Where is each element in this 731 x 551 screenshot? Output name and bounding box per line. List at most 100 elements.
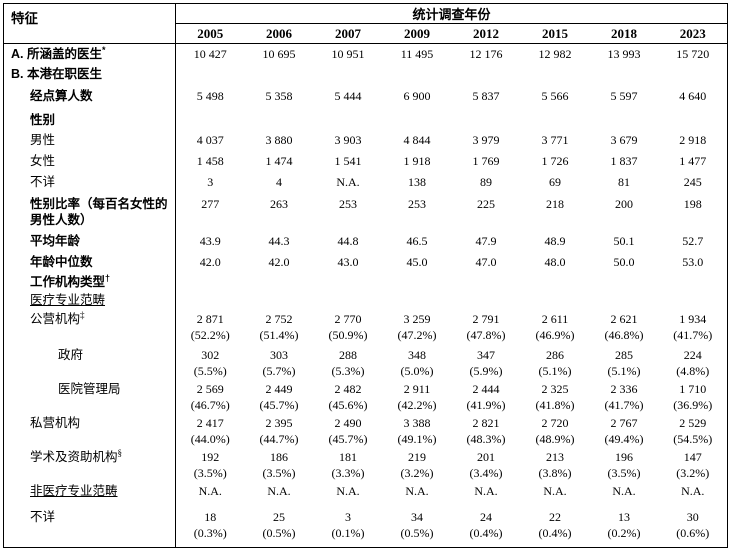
- cell-percentage: (3.8%): [538, 466, 572, 481]
- row-label-text: 私营机构: [30, 416, 81, 431]
- row-label-text: 医疗专业范畴: [30, 293, 106, 308]
- cell-percentage: (50.9%): [328, 328, 368, 343]
- cell-value: 1 726: [541, 153, 569, 168]
- data-cell: 3 388 (49.1%): [383, 413, 452, 447]
- cell-value: 2 482: [334, 382, 362, 397]
- data-cell: [314, 272, 383, 291]
- cell-value: 10 695: [262, 47, 296, 61]
- cell-value: 44.3: [268, 233, 290, 248]
- cell-value: 2 395: [265, 416, 293, 431]
- year-column-header: 2005: [175, 23, 245, 44]
- row-label-text: 医院管理局: [58, 382, 121, 397]
- table-row: 不详 18 (0.3%) 25 (0.5%) 3 (0.1%) 34 (0.5%) 24 (0.4%…: [3, 507, 728, 548]
- data-cell: 2 569 (46.7%): [176, 379, 245, 413]
- data-cell: [452, 110, 521, 130]
- cell-value: 4 640: [679, 88, 707, 103]
- cell-value: N.A.: [198, 484, 222, 499]
- data-cell: 47.0: [452, 252, 521, 272]
- cell-value: 198: [683, 196, 702, 211]
- cell-percentage: (44.0%): [190, 432, 230, 447]
- data-cell: 11 495: [383, 44, 452, 64]
- data-cell: 201 (3.4%): [452, 447, 521, 481]
- cell-value: 2 529: [679, 416, 707, 431]
- data-cell: 4 640: [659, 86, 728, 110]
- data-cell: [245, 272, 314, 291]
- row-label: 公营机构‡: [3, 309, 176, 346]
- data-cell: 10 951: [314, 44, 383, 64]
- cell-value: 1 477: [679, 153, 707, 168]
- data-cell: 13 993: [590, 44, 659, 64]
- cell-value: 50.1: [613, 233, 635, 248]
- cell-value: 2 621: [610, 312, 638, 327]
- cell-value: 2 911: [403, 382, 431, 397]
- cell-value: N.A.: [336, 484, 360, 499]
- data-cell: 43.0: [314, 252, 383, 272]
- data-cell: 5 597: [590, 86, 659, 110]
- cell-value: 22: [549, 510, 561, 525]
- survey-year-group-header: 统计调查年份: [175, 3, 728, 24]
- data-cell: 2 871 (52.2%): [176, 309, 245, 345]
- cell-percentage: (41.7%): [673, 328, 713, 343]
- data-cell: 263: [245, 194, 314, 231]
- data-cell: 285 (5.1%): [590, 345, 659, 379]
- table-row: 经点算人数 5 498 5 358 5 444 6 900 5 837 5 566 5 597…: [3, 85, 728, 110]
- header-row-group: 特征 统计调查年份: [3, 3, 728, 44]
- cell-value: 348: [408, 348, 426, 363]
- cell-percentage: (0.2%): [607, 526, 641, 541]
- data-cell: 277: [176, 194, 245, 231]
- cell-value: 302: [201, 348, 220, 363]
- cell-value: 3 259: [403, 312, 431, 327]
- data-cell: N.A.: [590, 481, 659, 507]
- data-cell: 3 771: [521, 130, 590, 151]
- data-cell: [659, 290, 728, 309]
- cell-value: 2 767: [610, 416, 638, 431]
- cell-percentage: (4.8%): [676, 364, 710, 379]
- data-cell: 2 417 (44.0%): [176, 413, 245, 447]
- cell-percentage: (47.8%): [466, 328, 506, 343]
- data-cell: 1 837: [590, 151, 659, 172]
- cell-percentage: (45.7%): [259, 398, 299, 413]
- doctor-statistics-table: 特征 统计调查年份 2005 2006 2007 2009 2012 2015 2018 20…: [3, 3, 729, 548]
- data-cell: 181 (3.3%): [314, 447, 383, 481]
- data-cell: 3 679: [590, 130, 659, 151]
- cell-value: 5 597: [610, 88, 638, 103]
- cell-value: 18: [204, 510, 217, 525]
- data-cell: 186 (3.5%): [245, 447, 314, 481]
- cell-value: N.A.: [612, 484, 636, 499]
- cell-value: 186: [270, 450, 288, 465]
- data-cell: 1 474: [245, 151, 314, 172]
- footnote-marker: *: [101, 44, 106, 55]
- characteristics-header: 特征: [3, 3, 176, 44]
- year-column-header: 2006: [244, 23, 314, 44]
- data-cell: 6 900: [383, 86, 452, 110]
- cell-value: 1 934: [679, 312, 707, 327]
- table-row: 男性 4 037 3 880 3 903 4 844 3 979 3 771 3 679 2 9…: [3, 129, 728, 151]
- data-cell: 1 477: [659, 151, 728, 172]
- table-row: 公营机构‡ 2 871 (52.2%) 2 752 (51.4%) 2 770 (50.9%…: [3, 309, 728, 346]
- data-cell: [590, 64, 659, 86]
- cell-value: 2 417: [196, 416, 224, 431]
- row-label: 非医疗专业范畴: [3, 481, 176, 508]
- data-cell: 225: [452, 194, 521, 231]
- cell-value: 24: [480, 510, 492, 525]
- data-cell: 2 444 (41.9%): [452, 379, 521, 413]
- data-cell: 138: [383, 172, 452, 194]
- data-cell: 45.0: [383, 252, 452, 272]
- year-column-header: 2007: [313, 23, 383, 44]
- data-cell: 147 (3.2%): [659, 447, 728, 481]
- table-row: 性别: [3, 109, 728, 130]
- data-cell: 5 566: [521, 86, 590, 110]
- cell-value: 1 769: [472, 153, 500, 168]
- cell-value: N.A.: [474, 484, 498, 499]
- data-cell: 10 695: [245, 44, 314, 64]
- cell-value: 285: [615, 348, 633, 363]
- row-label-text: 公营机构: [30, 312, 81, 327]
- cell-value: 3 388: [403, 416, 431, 431]
- data-cell: 2 752 (51.4%): [245, 309, 314, 345]
- cell-value: 1 458: [196, 153, 224, 168]
- cell-percentage: (5.9%): [469, 364, 503, 379]
- data-cell: 5 837: [452, 86, 521, 110]
- cell-percentage: (5.1%): [538, 364, 572, 379]
- cell-value: 4 037: [196, 132, 224, 147]
- cell-percentage: (5.3%): [331, 364, 365, 379]
